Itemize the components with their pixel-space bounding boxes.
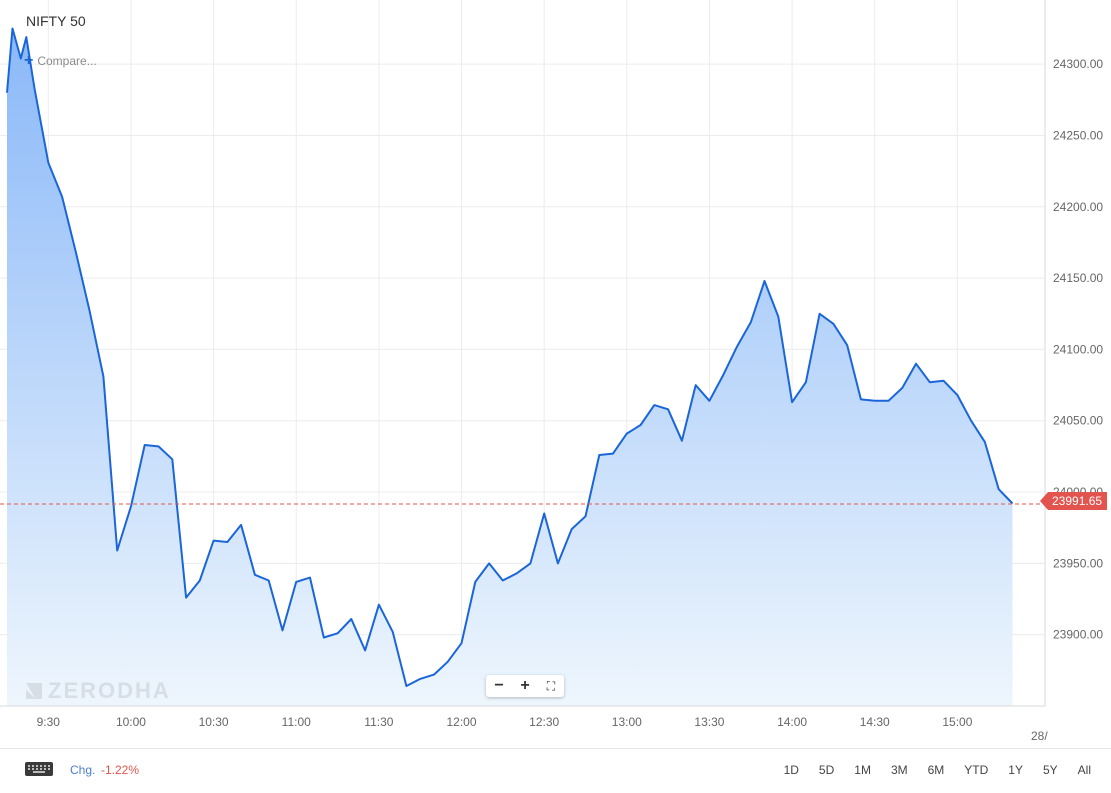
zoom-controls: − + ⛶	[486, 675, 564, 697]
y-tick-label: 24300.00	[1053, 57, 1103, 71]
zerodha-logo-icon	[26, 683, 42, 699]
x-tick-label: 13:30	[694, 715, 724, 729]
range-tab-5d[interactable]: 5D	[818, 763, 835, 777]
change-value: -1.22%	[101, 763, 140, 777]
chart-grid	[0, 0, 1045, 706]
range-tab-1d[interactable]: 1D	[783, 763, 799, 777]
x-tick-label: 15:00	[942, 715, 972, 729]
x-tick-label: 9:30	[37, 715, 61, 729]
x-tick-label: 14:00	[777, 715, 807, 729]
fullscreen-button[interactable]: ⛶	[538, 675, 564, 697]
chart-footer: Chg. -1.22% 1D 5D 1M 3M 6M YTD 1Y 5Y All	[0, 748, 1111, 793]
zoom-in-button[interactable]: +	[512, 675, 538, 697]
price-chart[interactable]: 23900.0023950.0024000.0024050.0024100.00…	[0, 0, 1111, 748]
last-price-badge: 23991.65	[1040, 492, 1108, 510]
y-tick-label: 24050.00	[1053, 414, 1103, 428]
x-tick-label: 11:00	[282, 715, 311, 729]
range-tab-1y[interactable]: 1Y	[1008, 763, 1023, 777]
range-tab-6m[interactable]: 6M	[927, 763, 945, 777]
zerodha-watermark: ZERODHA	[26, 678, 171, 704]
watermark-text: ZERODHA	[48, 678, 171, 703]
symbol-title: NIFTY 50	[26, 13, 86, 29]
y-axis-labels: 23900.0023950.0024000.0024050.0024100.00…	[1053, 57, 1103, 642]
change-label: Chg.	[70, 763, 96, 777]
minus-icon: −	[494, 677, 504, 694]
range-tabs: 1D 5D 1M 3M 6M YTD 1Y 5Y All	[784, 763, 1091, 777]
price-area-fill	[7, 28, 1013, 706]
compare-button[interactable]: + Compare...	[24, 52, 97, 69]
compare-label: Compare...	[37, 54, 97, 68]
x-tick-label: 11:30	[364, 715, 393, 729]
x-axis-end-label: 28/	[1031, 729, 1048, 743]
zoom-out-button[interactable]: −	[486, 675, 512, 697]
y-tick-label: 24100.00	[1053, 342, 1103, 356]
range-tab-3m[interactable]: 3M	[890, 763, 908, 777]
price-line	[6, 27, 1014, 687]
fullscreen-icon: ⛶	[546, 678, 556, 693]
range-tab-ytd[interactable]: YTD	[964, 763, 989, 777]
x-axis-labels: 9:30 10:00 10:30 11:00 11:30 12:00 12:30 13:00 1…	[37, 715, 973, 729]
y-tick-label: 24200.00	[1053, 200, 1103, 214]
range-tab-1m[interactable]: 1M	[854, 763, 871, 777]
keyboard-icon[interactable]	[25, 762, 53, 776]
plus-icon: +	[24, 52, 34, 69]
range-tab-all[interactable]: All	[1077, 763, 1091, 777]
x-tick-label: 10:00	[116, 715, 146, 729]
y-tick-label: 24150.00	[1053, 271, 1103, 285]
y-tick-label: 23900.00	[1053, 628, 1103, 642]
x-tick-label: 12:00	[447, 715, 477, 729]
x-tick-label: 13:00	[612, 715, 642, 729]
plus-icon: +	[520, 677, 530, 694]
x-tick-label: 10:30	[199, 715, 229, 729]
x-tick-label: 14:30	[860, 715, 890, 729]
x-tick-label: 12:30	[529, 715, 559, 729]
y-tick-label: 24250.00	[1053, 128, 1103, 142]
range-tab-5y[interactable]: 5Y	[1042, 763, 1058, 777]
y-tick-label: 23950.00	[1053, 556, 1103, 570]
